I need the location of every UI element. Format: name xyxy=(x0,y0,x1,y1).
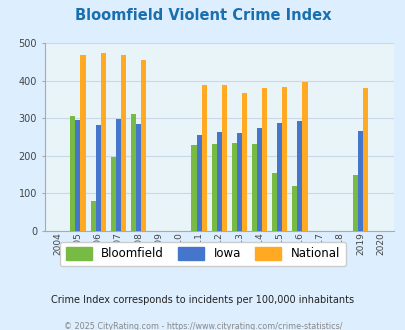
Bar xyxy=(100,53,105,231)
Bar xyxy=(201,85,206,231)
Text: Bloomfield Violent Crime Index: Bloomfield Violent Crime Index xyxy=(75,8,330,23)
Bar xyxy=(141,60,146,231)
Bar xyxy=(90,201,96,231)
Bar xyxy=(115,119,121,231)
Bar xyxy=(231,143,236,231)
Bar xyxy=(357,131,362,231)
Text: Crime Index corresponds to incidents per 100,000 inhabitants: Crime Index corresponds to incidents per… xyxy=(51,295,354,305)
Bar xyxy=(302,82,307,231)
Bar xyxy=(256,128,262,231)
Bar xyxy=(292,186,297,231)
Bar xyxy=(96,124,100,231)
Legend: Bloomfield, Iowa, National: Bloomfield, Iowa, National xyxy=(60,242,345,266)
Bar xyxy=(236,133,241,231)
Bar xyxy=(281,87,287,231)
Bar xyxy=(196,135,201,231)
Bar xyxy=(80,54,85,231)
Bar xyxy=(70,115,75,231)
Bar xyxy=(352,175,357,231)
Bar xyxy=(131,114,136,231)
Bar xyxy=(252,144,256,231)
Bar xyxy=(136,124,141,231)
Bar xyxy=(262,88,266,231)
Bar xyxy=(277,123,281,231)
Bar xyxy=(216,132,221,231)
Bar xyxy=(75,120,80,231)
Bar xyxy=(271,174,277,231)
Bar xyxy=(221,85,226,231)
Bar xyxy=(191,145,196,231)
Bar xyxy=(111,157,115,231)
Bar xyxy=(241,93,246,231)
Bar xyxy=(211,144,216,231)
Bar xyxy=(362,88,367,231)
Bar xyxy=(121,55,126,231)
Text: © 2025 CityRating.com - https://www.cityrating.com/crime-statistics/: © 2025 CityRating.com - https://www.city… xyxy=(64,322,341,330)
Bar xyxy=(297,121,302,231)
